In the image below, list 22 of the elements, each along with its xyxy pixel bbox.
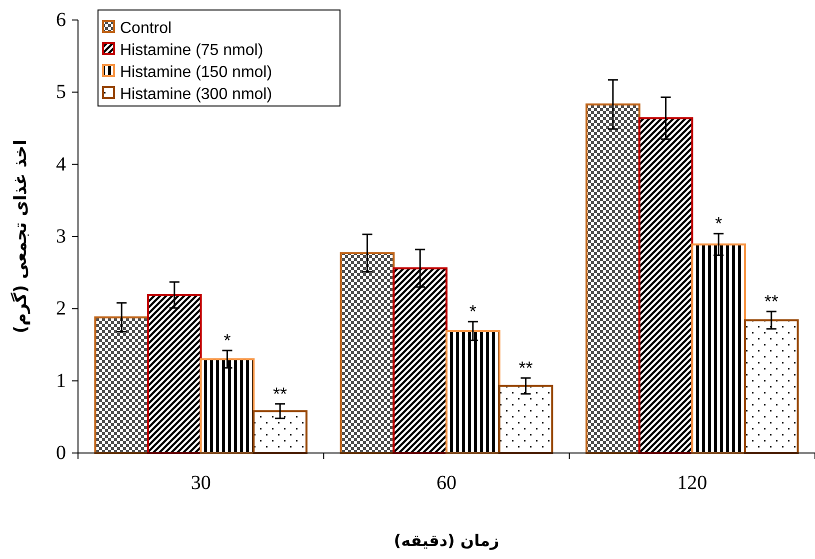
x-axis-title: زمان (دقیقه) [394,531,500,550]
y-tick-label: 3 [56,226,66,248]
legend-label: Histamine (75 nmol) [120,42,264,59]
y-tick-label: 6 [56,9,66,31]
legend-label: Histamine (300 nmol) [120,86,272,103]
x-tick-label: 120 [677,472,708,494]
y-tick-label: 0 [56,442,66,464]
y-tick-label: 1 [56,370,66,392]
annotation: ** [273,384,288,404]
annotation: * [469,302,476,322]
annotation: * [224,330,231,351]
y-tick-label: 4 [56,153,66,176]
y-axis-title: اخذ غذای تجمعی (گرم) [10,140,31,334]
x-tick-label: 60 [436,472,456,494]
legend-label: Histamine (150 nmol) [120,64,272,81]
y-tick-label: 2 [56,298,66,320]
annotation: * [715,214,722,234]
x-tick-label: 30 [190,472,211,494]
y-tick-label: 5 [56,81,66,104]
legend-label: Control [120,20,172,37]
annotation: ** [764,292,778,312]
annotation: ** [518,358,533,378]
